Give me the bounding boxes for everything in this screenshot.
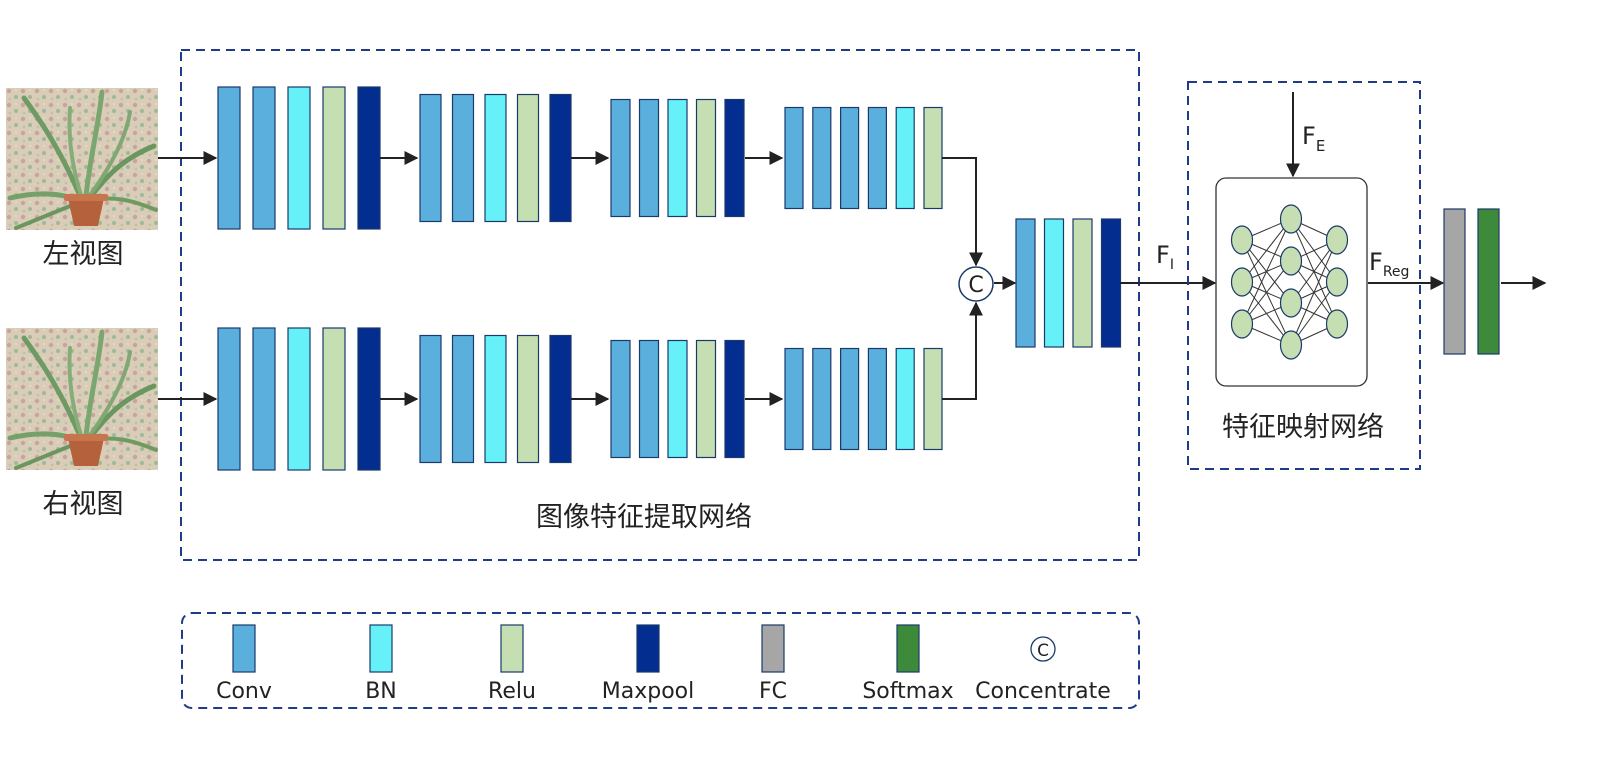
bottom-branch-bn-layer [287, 327, 311, 471]
bottom-branch-maxpool-layer [357, 327, 381, 471]
top-branch-conv-layer [867, 106, 888, 210]
nn-connection [1241, 218, 1292, 283]
top-branch-conv-layer [638, 98, 660, 218]
nn-connection [1241, 260, 1292, 325]
top-branch-conv-layer [610, 98, 631, 218]
output-softmax-layer [1477, 208, 1500, 355]
legend-softmax-label: Softmax [862, 679, 953, 704]
bottom-branch-conv-layer [812, 347, 832, 451]
top-branch-conv-layer [252, 86, 276, 230]
legend-fc-label: FC [759, 679, 787, 704]
bottom-branch-relu-layer [516, 334, 540, 464]
top-branch-maxpool-layer [357, 86, 381, 230]
nn-neuron [1230, 267, 1254, 297]
bottom-branch-conv-layer [610, 339, 631, 459]
bottom-branch-relu-layer [322, 327, 346, 471]
nn-connection [1290, 239, 1338, 346]
legend-frame [181, 612, 1140, 709]
legend-concat-symbol [1030, 636, 1056, 662]
nn-neuron [1279, 246, 1303, 276]
legend-maxpool-label: Maxpool [602, 679, 694, 704]
top-branch-relu-layer [695, 98, 717, 218]
top-branch-maxpool-layer [724, 98, 745, 218]
merge-conv-layer [1015, 218, 1036, 348]
bottom-branch-conv-layer [784, 347, 804, 451]
fi-label: FI [1156, 241, 1174, 273]
top-branch-relu-layer [923, 106, 943, 210]
legend-relu-swatch [500, 624, 524, 673]
right-view-label: 右视图 [43, 489, 124, 520]
concat-node: C [958, 266, 994, 302]
legend-conv-swatch [232, 624, 256, 673]
legend-concat-letter: C [1037, 641, 1049, 661]
legend-relu-label: Relu [488, 679, 536, 704]
feature-mapping-frame [1187, 81, 1421, 470]
freg-label: FReg [1369, 248, 1409, 280]
right-view-image [6, 328, 158, 470]
nn-connection [1241, 218, 1292, 325]
legend-bn-swatch [369, 624, 393, 673]
nn-neuron [1279, 204, 1303, 234]
layer-blocks [217, 86, 1122, 471]
top-branch-relu-layer [322, 86, 346, 230]
legend-concat-label: Concentrate [975, 679, 1111, 704]
left-view-image [6, 88, 158, 230]
output-fc-layer [1443, 208, 1466, 355]
nn-neuron [1230, 309, 1254, 339]
bottom-branch-maxpool-layer [724, 339, 745, 459]
merge-relu-layer [1072, 218, 1093, 348]
bottom-branch-bn-layer [667, 339, 688, 459]
nn-neuron [1279, 288, 1303, 318]
merge-maxpool-layer [1100, 218, 1122, 348]
legend-bn-label: BN [365, 679, 397, 704]
left-view-label: 左视图 [43, 239, 124, 270]
top-branch-bn-layer [895, 106, 915, 210]
top-branch-bn-layer [667, 98, 688, 218]
top-branch-conv-layer [217, 86, 241, 230]
bottom-branch-conv-layer [839, 347, 860, 451]
bottom-branch-conv-layer [217, 327, 241, 471]
legend-maxpool-swatch [636, 624, 660, 673]
arrow-bottom-to-concat [942, 301, 983, 400]
top-branch-conv-layer [451, 93, 475, 223]
merge-bn-layer [1043, 218, 1065, 348]
nn-neuron [1325, 225, 1349, 255]
bottom-branch-relu-layer [923, 347, 943, 451]
legend: Conv BN Relu Maxpool FC Softmax C Concentrate [216, 624, 1111, 704]
bottom-branch-conv-layer [252, 327, 276, 471]
top-branch-relu-layer [516, 93, 540, 223]
bottom-branch-bn-layer [484, 334, 507, 464]
top-branch-maxpool-layer [549, 93, 572, 223]
nn-neuron [1279, 330, 1303, 360]
bottom-branch-conv-layer [419, 334, 442, 464]
feature-extraction-title: 图像特征提取网络 [536, 502, 752, 533]
feature-mapping-title: 特征映射网络 [1222, 412, 1384, 443]
bottom-branch-relu-layer [695, 339, 717, 459]
concat-symbol: C [968, 273, 983, 298]
bottom-branch-bn-layer [895, 347, 915, 451]
bottom-branch-conv-layer [451, 334, 475, 464]
neural-network [1230, 204, 1349, 360]
top-branch-conv-layer [419, 93, 442, 223]
fe-label: FE [1302, 122, 1325, 155]
nn-neuron [1230, 225, 1254, 255]
top-branch-conv-layer [839, 106, 860, 210]
top-branch-bn-layer [287, 86, 311, 230]
arrow-top-to-concat [942, 157, 983, 267]
bottom-branch-conv-layer [867, 347, 888, 451]
legend-fc-swatch [761, 624, 785, 673]
bottom-branch-maxpool-layer [549, 334, 572, 464]
bottom-branch-conv-layer [638, 339, 660, 459]
legend-softmax-swatch [896, 624, 920, 673]
nn-neuron [1325, 267, 1349, 297]
legend-conv-label: Conv [216, 679, 272, 704]
top-branch-conv-layer [784, 106, 804, 210]
top-branch-conv-layer [812, 106, 832, 210]
nn-neuron [1325, 309, 1349, 339]
top-branch-bn-layer [484, 93, 507, 223]
flow-arrows [158, 92, 1547, 406]
